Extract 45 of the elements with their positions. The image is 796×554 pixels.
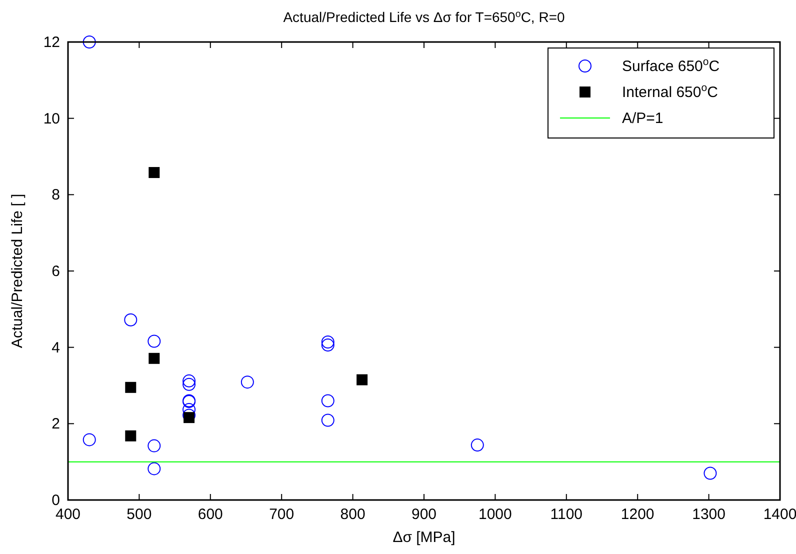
y-tick-label: 4 bbox=[52, 339, 60, 356]
point bbox=[125, 430, 136, 442]
y-tick-label: 0 bbox=[52, 492, 60, 509]
point bbox=[184, 412, 195, 424]
point bbox=[240, 376, 254, 389]
point bbox=[182, 374, 196, 388]
y-tick-label: 2 bbox=[52, 416, 60, 433]
point bbox=[704, 466, 717, 480]
y-tick-label: 12 bbox=[43, 34, 60, 51]
chart-title: Actual/Predicted Life vs Δσ for T=650$^{o}$C, R=0 bbox=[283, 8, 565, 25]
x-tick-label: 400 bbox=[55, 506, 81, 523]
point bbox=[82, 36, 96, 48]
point bbox=[148, 334, 161, 348]
x-tick-label: 900 bbox=[411, 506, 437, 523]
x-tick-label: 700 bbox=[269, 506, 294, 523]
point bbox=[321, 394, 334, 408]
x-tick-label: 1000 bbox=[478, 506, 512, 523]
y-tick-label: 8 bbox=[52, 186, 60, 204]
y-tick-label: 6 bbox=[52, 263, 60, 280]
legend-label: A/P=1 bbox=[622, 110, 664, 127]
legend-label: Surface 650$^{o}$C bbox=[622, 56, 720, 75]
x-tick-label: 500 bbox=[126, 506, 152, 523]
point bbox=[124, 313, 138, 326]
point bbox=[182, 378, 196, 391]
point bbox=[148, 439, 161, 452]
point bbox=[125, 382, 136, 393]
x-tick-label: 800 bbox=[340, 506, 366, 523]
point bbox=[321, 338, 334, 352]
point bbox=[148, 167, 160, 178]
y-tick-label: 10 bbox=[43, 110, 60, 128]
point bbox=[148, 462, 161, 476]
point bbox=[321, 335, 334, 348]
x-tick-label: 1300 bbox=[692, 506, 726, 523]
legend-label: Internal 650$^{o}$C bbox=[622, 82, 718, 101]
y-axis-title: Actual/Predicted Life [ ] bbox=[9, 194, 26, 348]
point bbox=[356, 374, 368, 386]
x-tick-label: 1100 bbox=[550, 506, 583, 523]
x-axis-title: Δσ [MPa] bbox=[392, 529, 456, 546]
x-tick-label: 600 bbox=[198, 506, 223, 523]
x-tick-label: 1400 bbox=[763, 506, 796, 523]
point bbox=[470, 438, 484, 452]
point bbox=[321, 414, 334, 427]
point bbox=[82, 433, 96, 446]
x-tick-label: 1200 bbox=[620, 506, 654, 523]
point bbox=[148, 352, 160, 364]
